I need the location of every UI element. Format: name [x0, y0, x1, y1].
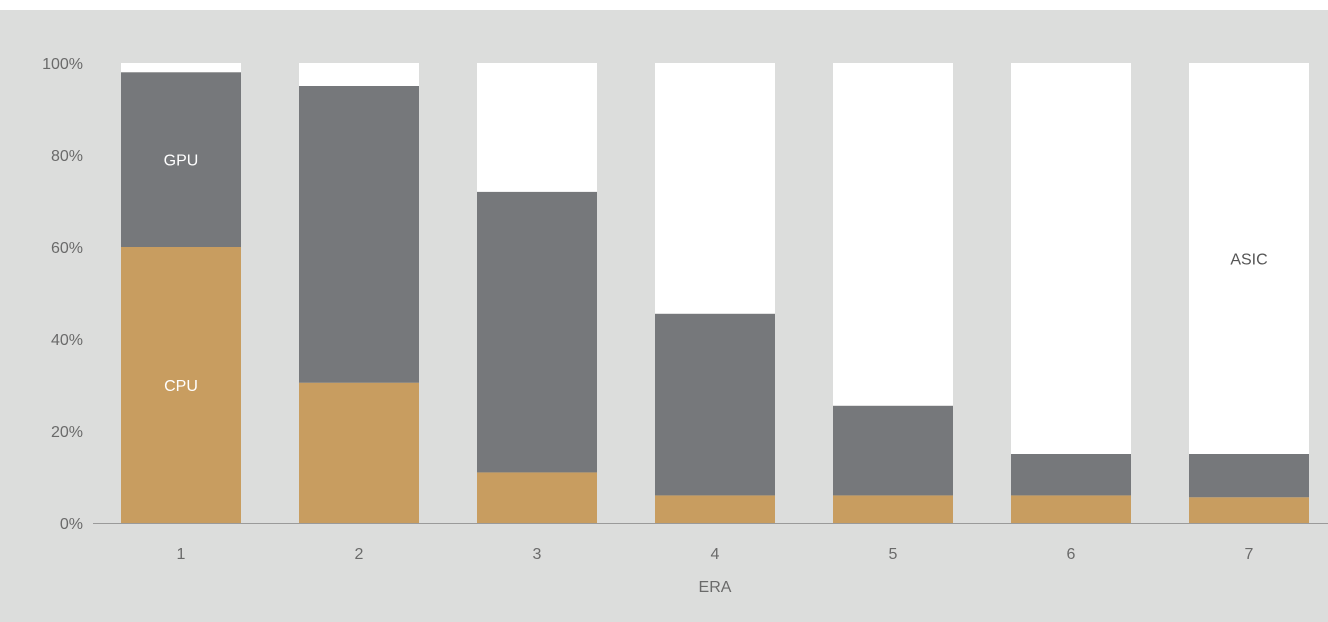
y-tick-label: 0%: [60, 516, 83, 533]
y-tick-label: 80%: [51, 148, 83, 165]
bar-cpu-era-7: [1189, 497, 1309, 523]
bar-asic-era-1: [121, 63, 241, 73]
chart-area: GPU CPU ASIC 0% 20% 40% 60% 80% 100% 1 2 3 4 5 6 7 ER…: [0, 10, 1328, 622]
x-tick-label: 5: [889, 546, 898, 563]
bar-cpu-era-4: [655, 495, 775, 523]
y-tick-label: 60%: [51, 240, 83, 257]
bar-gpu-era-2: [299, 86, 419, 383]
bar-cpu-era-3: [477, 472, 597, 523]
bar-gpu-era-6: [1011, 454, 1131, 496]
x-tick-labels: 1 2 3 4 5 6 7: [177, 546, 1254, 563]
bar-asic-era-4: [655, 63, 775, 314]
segment-label-cpu: CPU: [164, 378, 198, 395]
stacked-bar-chart: GPU CPU ASIC 0% 20% 40% 60% 80% 100% 1 2 3 4 5 6 7 ER…: [42, 56, 1328, 596]
y-tick-label: 40%: [51, 332, 83, 349]
x-tick-label: 1: [177, 546, 186, 563]
bar-cpu-era-2: [299, 382, 419, 523]
bar-asic-era-7: [1189, 63, 1309, 454]
bar-gpu-era-5: [833, 405, 953, 496]
bar-asic-era-5: [833, 63, 953, 406]
x-tick-label: 2: [355, 546, 364, 563]
bar-asic-era-6: [1011, 63, 1131, 454]
bar-gpu-era-3: [477, 191, 597, 473]
segment-label-asic: ASIC: [1230, 252, 1267, 269]
bar-cpu-era-1: [121, 247, 241, 523]
bar-gpu-era-1: [121, 72, 241, 247]
y-tick-label: 100%: [42, 56, 83, 73]
bar-gpu-era-7: [1189, 454, 1309, 498]
x-tick-label: 3: [533, 546, 542, 563]
segment-labels-group: GPU CPU ASIC: [164, 153, 1268, 395]
x-tick-label: 6: [1067, 546, 1076, 563]
x-axis-title: ERA: [699, 579, 732, 596]
bar-asic-era-2: [299, 63, 419, 86]
bar-asic-era-3: [477, 63, 597, 192]
y-tick-label: 20%: [51, 424, 83, 441]
segment-label-gpu: GPU: [164, 153, 199, 170]
bars-group: [121, 63, 1309, 523]
bar-gpu-era-4: [655, 313, 775, 496]
bar-cpu-era-5: [833, 495, 953, 523]
y-tick-labels: 0% 20% 40% 60% 80% 100%: [42, 56, 83, 533]
bar-cpu-era-6: [1011, 495, 1131, 523]
x-tick-label: 7: [1245, 546, 1254, 563]
x-tick-label: 4: [711, 546, 720, 563]
